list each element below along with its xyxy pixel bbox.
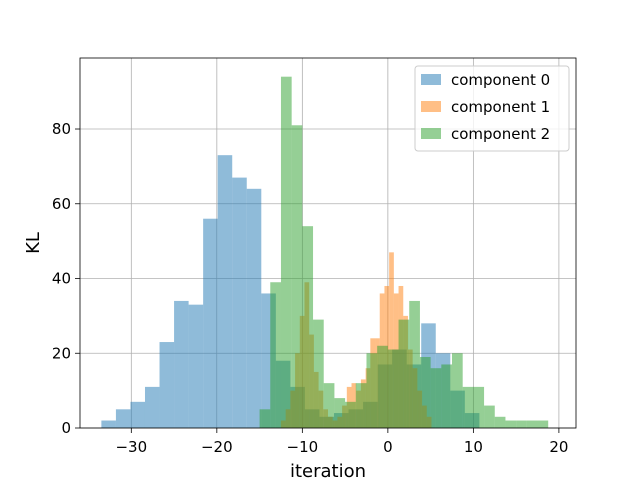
x-axis-label: iteration xyxy=(290,461,366,480)
legend-swatch xyxy=(421,74,441,85)
histogram-bar xyxy=(101,420,116,428)
histogram-bar xyxy=(462,386,474,428)
y-axis: 0 20 40 60 80 xyxy=(52,120,80,437)
histogram-bar xyxy=(526,420,538,428)
histogram-bar xyxy=(345,401,356,428)
y-axis-label: KL xyxy=(23,232,44,254)
histogram-bar xyxy=(537,420,549,428)
histogram-bar xyxy=(188,304,204,428)
histogram-bar xyxy=(334,398,346,428)
histogram-bar xyxy=(484,405,495,428)
histogram-bar xyxy=(323,383,335,428)
histogram-bar xyxy=(494,416,506,428)
y-tick-label: 0 xyxy=(61,419,71,437)
histogram-bar xyxy=(409,300,420,428)
legend-label: component 1 xyxy=(451,98,550,116)
histogram-bar xyxy=(302,226,314,428)
legend: component 0 component 1 component 2 xyxy=(414,65,570,152)
histogram-bar xyxy=(217,155,233,428)
x-tick-label: 0 xyxy=(383,438,393,456)
series-2-bars xyxy=(259,76,549,429)
x-tick-label: −10 xyxy=(287,438,319,456)
histogram-bar xyxy=(430,368,442,428)
histogram-bar xyxy=(387,349,399,428)
bars xyxy=(101,76,549,429)
histogram-bar xyxy=(389,252,394,428)
histogram-bar xyxy=(115,409,131,428)
histogram-bar xyxy=(159,342,175,428)
histogram-bar xyxy=(377,345,388,428)
histogram-bar xyxy=(144,386,160,428)
histogram-bar xyxy=(232,177,247,428)
histogram-bar xyxy=(291,125,303,428)
y-tick-label: 80 xyxy=(52,120,71,138)
y-tick-label: 20 xyxy=(52,344,71,362)
y-tick-label: 40 xyxy=(52,270,71,288)
x-tick-label: 20 xyxy=(549,438,568,456)
legend-swatch xyxy=(421,101,441,112)
legend-swatch xyxy=(421,128,441,139)
histogram-bar xyxy=(313,319,324,428)
legend-label: component 2 xyxy=(451,125,550,143)
histogram-bar xyxy=(174,300,189,428)
histogram-bar xyxy=(419,356,431,428)
histogram-bar xyxy=(505,420,517,428)
histogram-bar xyxy=(398,319,410,428)
histogram-bar xyxy=(441,364,452,428)
histogram-bar xyxy=(203,218,218,428)
x-tick-label: −20 xyxy=(201,438,233,456)
histogram-bar xyxy=(259,409,271,428)
histogram-bar xyxy=(246,188,262,428)
plot-frame xyxy=(79,57,577,429)
histogram-bar xyxy=(355,383,367,428)
histogram-bar xyxy=(130,401,145,428)
legend-label: component 0 xyxy=(451,71,550,89)
y-tick-label: 60 xyxy=(52,195,71,213)
histogram-bar xyxy=(270,282,281,428)
legend-box xyxy=(414,65,570,152)
histogram-bar xyxy=(452,353,463,428)
histogram-bar xyxy=(280,76,292,429)
x-axis: −30 −20 −10 0 10 20 xyxy=(115,428,568,456)
x-tick-label: 10 xyxy=(464,438,483,456)
histogram-bar xyxy=(473,386,485,428)
histogram-bar xyxy=(516,420,527,428)
histogram-bar xyxy=(366,353,378,428)
x-tick-label: −30 xyxy=(115,438,147,456)
